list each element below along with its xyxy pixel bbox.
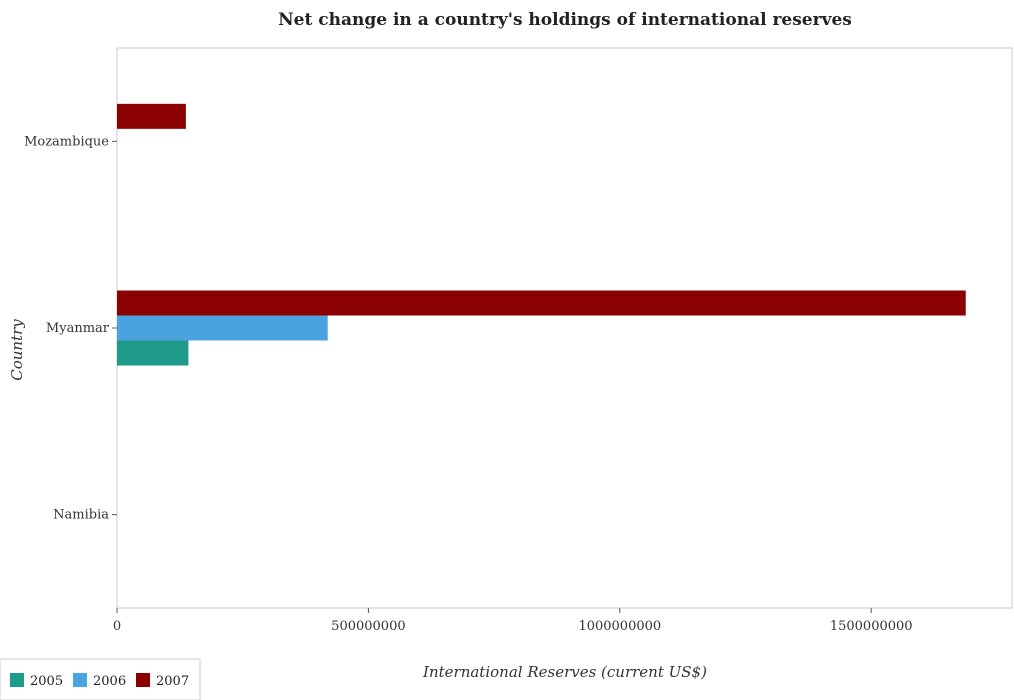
bar-myanmar-2005 <box>117 340 189 366</box>
legend-label-2006: 2006 <box>93 674 126 689</box>
legend-label-2005: 2005 <box>30 674 63 689</box>
bar-myanmar-2007 <box>117 290 966 316</box>
legend-box <box>0 658 201 700</box>
x-axis-title: International Reserves (current US$) <box>422 663 707 681</box>
y-tick-label-myanmar: Myanmar <box>46 321 110 336</box>
x-axis: 0 500000000 1000000000 1500000000 <box>113 608 913 634</box>
legend-swatch-2007 <box>136 673 150 687</box>
legend-swatch-2006 <box>73 673 87 687</box>
y-tick-label-mozambique: Mozambique <box>24 134 109 149</box>
y-axis-title: Country <box>8 319 26 381</box>
legend: 2005 2006 2007 <box>0 658 201 700</box>
bars-layer <box>117 103 966 366</box>
legend-label-2007: 2007 <box>156 674 189 689</box>
y-tick-label-namibia: Namibia <box>53 508 109 523</box>
x-tick-label: 500000000 <box>331 619 405 634</box>
x-tick-label: 0 <box>113 619 121 634</box>
legend-items: 2005 2006 2007 <box>10 673 189 689</box>
x-tick-label: 1500000000 <box>830 619 913 634</box>
bar-mozambique-2007 <box>117 103 186 129</box>
x-tick-label: 1000000000 <box>578 619 661 634</box>
y-axis: Mozambique Myanmar Namibia <box>24 134 117 523</box>
legend-swatch-2005 <box>10 673 24 687</box>
bar-myanmar-2006 <box>117 315 328 341</box>
chart-title: Net change in a country's holdings of in… <box>278 10 852 30</box>
